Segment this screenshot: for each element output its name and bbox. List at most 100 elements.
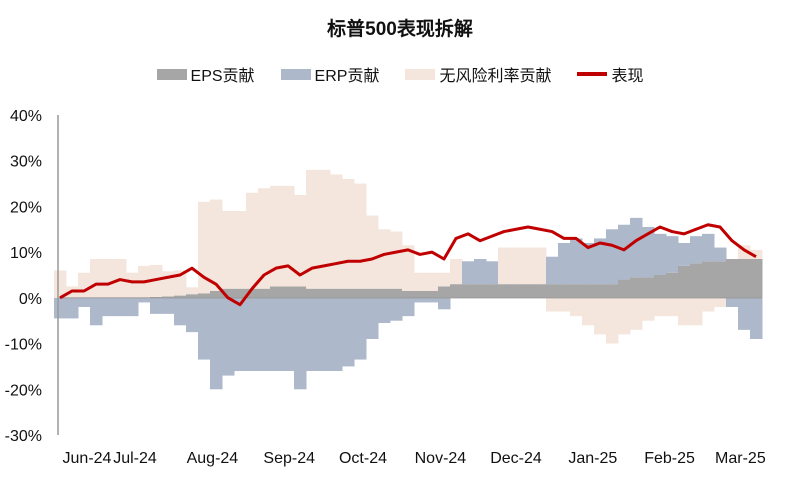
bar-rf	[246, 192, 259, 289]
bar-eps	[618, 279, 631, 298]
performance-line	[59, 223, 757, 307]
bar-erp	[666, 236, 679, 273]
x-tick-label: Jul-24	[113, 450, 157, 467]
bar-eps	[414, 291, 427, 298]
bar-erp	[726, 297, 739, 307]
bar-erp	[186, 297, 199, 333]
bar-erp	[570, 238, 583, 285]
bar-erp	[330, 297, 343, 371]
bar-eps	[726, 259, 739, 298]
bar-eps	[606, 284, 619, 298]
bar-erp	[714, 247, 727, 262]
bar-rf	[414, 272, 427, 291]
bar-erp	[558, 243, 571, 285]
bar-rf	[210, 199, 223, 291]
bar-eps	[186, 294, 199, 298]
bar-erp	[126, 297, 139, 317]
bar-eps	[630, 277, 643, 298]
bar-eps	[222, 288, 235, 298]
bar-erp	[618, 224, 631, 280]
y-tick-label: -10%	[5, 337, 42, 354]
bar-erp	[390, 297, 403, 321]
bar-eps	[738, 259, 751, 298]
legend-swatch-eps	[156, 68, 187, 80]
bar-erp	[318, 297, 331, 371]
legend-swatch-erp	[280, 68, 311, 80]
bar-erp	[414, 297, 427, 303]
bar-eps	[246, 288, 259, 298]
bar-erp	[546, 256, 559, 285]
y-tick-label: -20%	[5, 382, 42, 399]
bar-rf	[594, 297, 607, 335]
bar-erp	[342, 297, 355, 367]
bar-rf	[186, 287, 199, 295]
bar-erp	[90, 297, 103, 326]
bar-rf	[222, 211, 235, 289]
bar-rf	[342, 179, 355, 289]
bar-eps	[546, 284, 559, 298]
bar-eps	[690, 263, 703, 298]
bar-eps	[534, 284, 547, 298]
bar-eps	[306, 288, 319, 298]
bar-eps	[750, 259, 763, 298]
bar-eps	[582, 284, 595, 298]
bar-eps	[714, 261, 727, 298]
bar-erp	[210, 297, 223, 390]
bar-erp	[150, 297, 163, 314]
bar-erp	[354, 297, 367, 360]
legend-item-rf: 无风险利率贡献	[405, 62, 551, 86]
bar-eps	[330, 288, 343, 298]
bar-erp	[402, 297, 415, 317]
legend-swatch-rf	[405, 68, 436, 80]
y-tick-label: -30%	[5, 428, 42, 445]
bar-eps	[354, 288, 367, 298]
x-tick-label: Dec-24	[490, 450, 542, 467]
bar-erp	[222, 297, 235, 376]
bar-erp	[174, 297, 187, 326]
bar-rf	[522, 247, 535, 285]
bar-erp	[294, 297, 307, 390]
bar-eps	[702, 261, 715, 298]
bar-eps	[258, 288, 271, 298]
bar-eps	[654, 275, 667, 298]
x-tick-label: Aug-24	[187, 450, 239, 467]
bar-erp	[234, 297, 247, 371]
bar-eps	[162, 296, 175, 298]
bar-rf	[294, 195, 307, 287]
bar-erp	[426, 297, 439, 303]
bar-erp	[630, 217, 643, 278]
bar-eps	[498, 284, 511, 298]
bar-rf	[354, 183, 367, 289]
bar-erp	[102, 297, 115, 317]
bar-erp	[138, 297, 151, 303]
bar-eps	[342, 288, 355, 298]
bar-rf	[258, 188, 271, 289]
x-tick-label: Mar-25	[715, 450, 766, 467]
bar-eps	[486, 284, 499, 298]
legend-swatch-performance	[577, 72, 608, 76]
bar-rf	[498, 247, 511, 285]
bar-rf	[630, 297, 643, 330]
bar-eps	[474, 284, 487, 298]
bar-erp	[702, 233, 715, 262]
bar-eps	[234, 288, 247, 298]
y-tick-label: 40%	[10, 108, 42, 125]
bar-erp	[474, 259, 487, 285]
bar-rf	[426, 272, 439, 291]
bar-rf	[570, 297, 583, 317]
bar-erp	[606, 229, 619, 285]
bar-rf	[546, 297, 559, 312]
x-tick-label: Sep-24	[263, 450, 315, 467]
bar-erp	[246, 297, 259, 371]
bar-erp	[282, 297, 295, 371]
legend-label-erp: ERP贡献	[314, 68, 380, 85]
legend-item-performance: 表现	[577, 62, 643, 86]
y-tick-label: 30%	[10, 154, 42, 171]
bar-eps	[198, 293, 211, 298]
bar-rf	[702, 297, 715, 312]
x-tick-label: Feb-25	[644, 450, 695, 467]
bar-eps	[570, 284, 583, 298]
x-tick-label: Jun-24	[63, 450, 112, 467]
bar-rf	[654, 297, 667, 317]
bar-rf	[642, 297, 655, 321]
